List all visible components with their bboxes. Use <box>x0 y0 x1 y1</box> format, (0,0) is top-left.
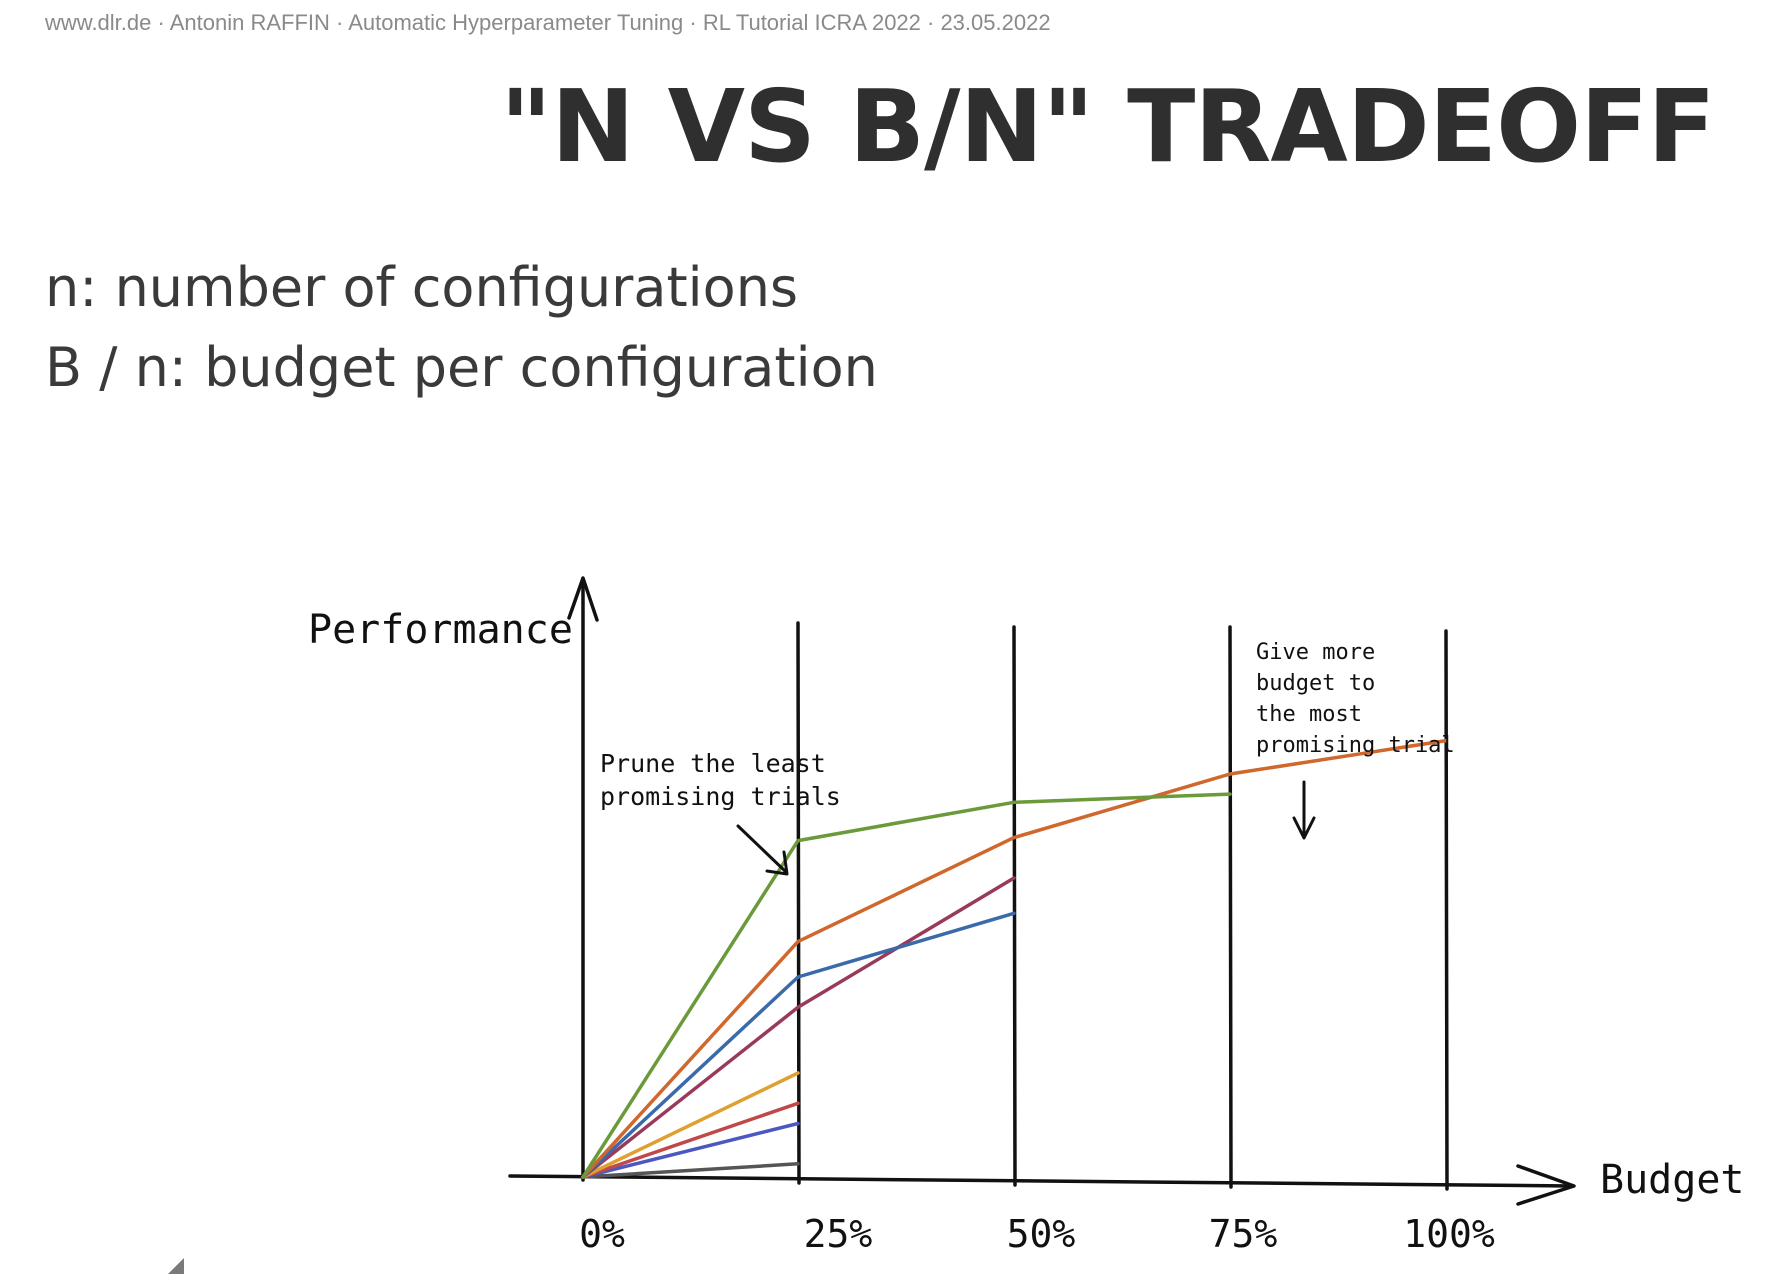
budget-annotation-line: budget to <box>1256 671 1375 696</box>
budget-annotation-line: Give more <box>1256 640 1375 665</box>
x-tick-label: 25% <box>804 1212 873 1256</box>
slide-header: www.dlr.de · Antonin RAFFIN · Automatic … <box>45 10 1051 35</box>
milestone-line <box>796 621 801 1185</box>
performance-curves <box>581 738 1448 1179</box>
performance-curve <box>581 876 1016 1179</box>
performance-curve <box>581 1121 800 1179</box>
performance-curve <box>581 792 1232 1179</box>
prune-annotation-line: Prune the least <box>600 749 826 778</box>
performance-curve <box>581 738 1448 1179</box>
prune-arrow <box>736 824 788 874</box>
y-axis-label: Performance <box>308 607 573 653</box>
milestone-lines <box>796 621 1449 1191</box>
performance-curve <box>581 1071 800 1179</box>
budget-arrowhead <box>1292 816 1316 840</box>
x-axis <box>508 1174 1574 1188</box>
x-axis-arrowhead <box>1516 1164 1576 1206</box>
prune-arrowhead <box>765 850 789 876</box>
performance-curve <box>581 911 1016 1179</box>
milestone-line <box>1228 625 1233 1189</box>
x-tick-label: 0% <box>579 1212 625 1256</box>
x-tick-label: 75% <box>1209 1212 1278 1256</box>
slide-corner-marker <box>168 1258 184 1274</box>
budget-annotation: Give more budget to the most promising t… <box>1256 640 1455 840</box>
budget-annotation-line: promising trial <box>1256 733 1455 758</box>
performance-curve <box>581 1101 800 1179</box>
prune-annotation-line: promising trials <box>600 782 841 811</box>
milestone-line <box>1444 629 1449 1191</box>
definition-n: n: number of configurations <box>45 256 799 319</box>
definition-budget-per-config: B / n: budget per configuration <box>45 336 878 399</box>
prune-annotation: Prune the least promising trials <box>600 749 841 876</box>
x-tick-label: 100% <box>1403 1212 1495 1256</box>
budget-annotation-line: the most <box>1256 702 1362 727</box>
milestone-line <box>1012 625 1017 1187</box>
slide-title: "N VS B/N" TRADEOFF <box>500 68 1716 185</box>
y-axis-arrowhead <box>567 576 599 622</box>
performance-curve <box>581 1162 800 1179</box>
x-axis-label: Budget <box>1600 1157 1745 1203</box>
definitions-list: n: number of configurations B / n: budge… <box>45 248 878 408</box>
x-tick-label: 50% <box>1007 1212 1076 1256</box>
